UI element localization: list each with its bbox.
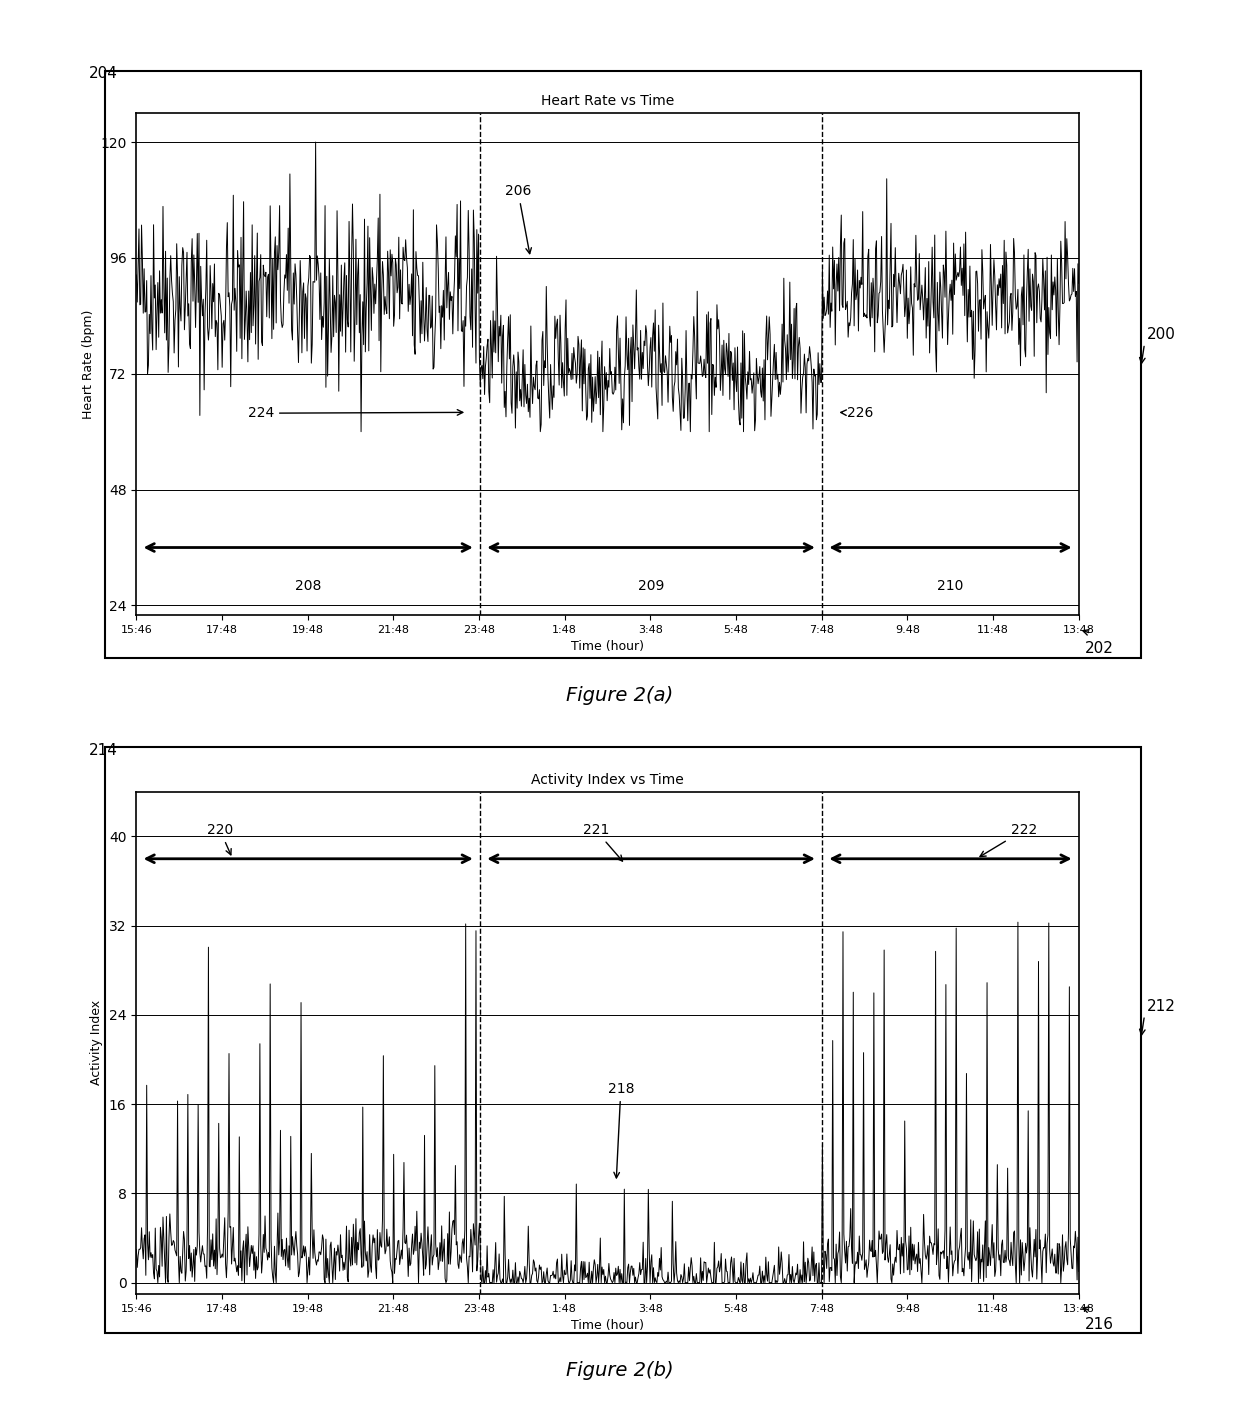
Text: 208: 208 xyxy=(295,580,321,592)
Text: 226: 226 xyxy=(841,406,874,420)
Text: Figure 2(b): Figure 2(b) xyxy=(567,1360,673,1380)
Y-axis label: Activity Index: Activity Index xyxy=(91,1000,103,1086)
Text: 214: 214 xyxy=(89,744,118,758)
Text: 204: 204 xyxy=(89,66,118,81)
Title: Activity Index vs Time: Activity Index vs Time xyxy=(531,772,684,786)
Text: 209: 209 xyxy=(637,580,665,592)
Text: 218: 218 xyxy=(608,1082,634,1178)
Text: 220: 220 xyxy=(207,823,233,855)
Title: Heart Rate vs Time: Heart Rate vs Time xyxy=(541,93,675,107)
Text: Figure 2(a): Figure 2(a) xyxy=(567,686,673,706)
Text: 206: 206 xyxy=(505,184,532,253)
Text: 224: 224 xyxy=(248,406,463,420)
X-axis label: Time (hour): Time (hour) xyxy=(572,1319,644,1332)
X-axis label: Time (hour): Time (hour) xyxy=(572,641,644,653)
Text: 212: 212 xyxy=(1147,1000,1176,1014)
Text: 216: 216 xyxy=(1085,1318,1114,1332)
Text: 221: 221 xyxy=(583,823,622,861)
Text: 200: 200 xyxy=(1147,328,1176,342)
Text: 210: 210 xyxy=(937,580,963,592)
Text: 222: 222 xyxy=(980,823,1037,857)
Text: 202: 202 xyxy=(1085,642,1114,656)
Y-axis label: Heart Rate (bpm): Heart Rate (bpm) xyxy=(82,310,94,419)
